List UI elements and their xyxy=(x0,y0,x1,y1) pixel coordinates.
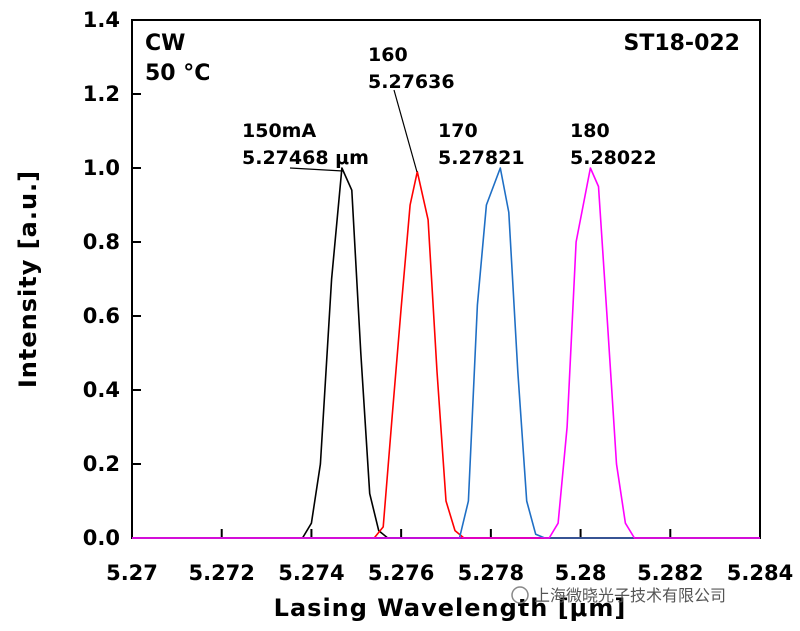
temperature-label: 50 °C xyxy=(145,61,210,86)
y-tick-label: 0.2 xyxy=(83,452,120,476)
leader-160 xyxy=(393,89,418,173)
x-tick-label: 5.276 xyxy=(368,561,434,585)
peak-150-current: 150mA xyxy=(242,120,316,142)
peak-160-current: 160 xyxy=(368,44,408,66)
x-tick-label: 5.27 xyxy=(106,561,158,585)
peak-180-wavelength: 5.28022 xyxy=(570,147,657,169)
peak-160-wavelength: 5.27636 xyxy=(368,71,455,93)
x-axis-ticks: 5.27 5.272 5.274 5.276 5.278 5.28 5.282 5.284 xyxy=(106,529,793,585)
device-label: ST18-022 xyxy=(623,31,740,56)
leader-150 xyxy=(289,167,344,172)
y-tick-label: 0.0 xyxy=(83,526,120,550)
y-tick-label: 1.0 xyxy=(83,156,120,180)
mode-label: CW xyxy=(145,31,185,56)
series-line-170 xyxy=(132,167,760,539)
watermark-text: 上海微晓光子技术有限公司 xyxy=(534,586,726,605)
x-axis-title: Lasing Wavelength [μm] xyxy=(274,594,627,622)
y-tick-label: 1.4 xyxy=(83,8,120,32)
y-axis-title: Intensity [a.u.] xyxy=(14,170,42,388)
series-line-160 xyxy=(132,170,760,539)
watermark: 上海微晓光子技术有限公司 xyxy=(511,586,726,605)
y-tick-label: 0.6 xyxy=(83,304,120,328)
peak-170-current: 170 xyxy=(438,120,478,142)
y-tick-label: 0.4 xyxy=(83,378,120,402)
x-tick-label: 5.272 xyxy=(188,561,254,585)
peak-150-wavelength: 5.27468 μm xyxy=(242,147,369,169)
peak-170-wavelength: 5.27821 xyxy=(438,147,525,169)
x-tick-label: 5.28 xyxy=(555,561,607,585)
series-line-180 xyxy=(132,167,760,539)
x-tick-label: 5.284 xyxy=(727,561,793,585)
peak-180-current: 180 xyxy=(570,120,610,142)
y-tick-label: 1.2 xyxy=(83,82,120,106)
plot-frame xyxy=(131,19,761,539)
series-line-150mA xyxy=(132,167,760,539)
x-tick-label: 5.278 xyxy=(458,561,524,585)
wechat-icon xyxy=(511,586,529,604)
x-tick-label: 5.282 xyxy=(637,561,703,585)
y-tick-label: 0.8 xyxy=(83,230,120,254)
y-axis-ticks: 0.0 0.2 0.4 0.6 0.8 1.0 1.2 1.4 xyxy=(83,8,141,550)
x-tick-label: 5.274 xyxy=(278,561,344,585)
series-layer xyxy=(132,167,760,539)
